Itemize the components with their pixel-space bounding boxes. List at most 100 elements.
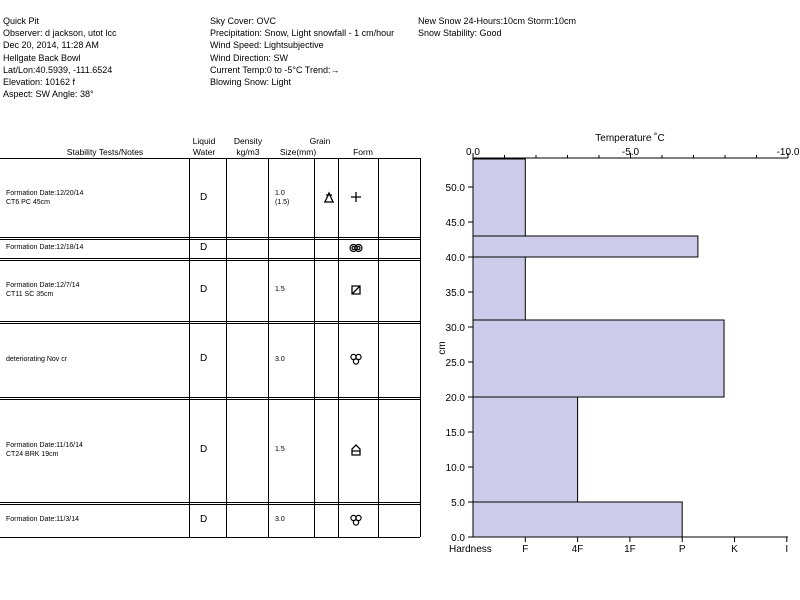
header-col-weather: Sky Cover: OVC Precipitation: Snow, Light… <box>210 15 400 88</box>
layer-notes: Formation Date:12/20/14 CT6 PC 45cm <box>6 189 83 207</box>
row-rule-double <box>0 504 420 505</box>
column-rule <box>338 158 339 537</box>
y-tick-label: 25.0 <box>446 358 466 369</box>
layer-liquid-water: D <box>200 241 208 253</box>
header-line: Sky Cover: OVC <box>210 16 277 26</box>
hardness-tick-label: 1F <box>624 544 636 555</box>
layer-grain-size-value: 1.5 <box>275 446 285 453</box>
layer-grain-size-value: (1.5) <box>275 198 290 206</box>
y-axis-label: cm <box>437 341 448 354</box>
layer-liquid-water: D <box>200 353 208 364</box>
header-line: Hellgate Back Bowl <box>3 52 81 63</box>
y-tick-label: 0.0 <box>451 533 465 544</box>
header-line: Aspect: SW Angle: 38° <box>3 89 94 100</box>
rounded-grains-icon <box>349 243 363 252</box>
header-water-label: Water <box>192 147 216 157</box>
y-tick-label: 35.0 <box>446 288 466 299</box>
header-line: Elevation: 10162 f <box>3 77 76 88</box>
hardness-bar <box>472 158 526 237</box>
header-line: New Snow 24-Hours:10cm Storm:10cm <box>418 16 577 26</box>
row-rule-double <box>0 260 420 261</box>
layer-note-line: Formation Date:12/20/14 <box>6 189 84 197</box>
y-tick-label: 45.0 <box>446 218 466 229</box>
layer-grain-size-value: 1.0 <box>275 189 285 197</box>
row-rule-double <box>0 399 420 400</box>
header-form: Form <box>353 147 373 157</box>
layer-grain-size-value: 1.5 <box>275 286 285 293</box>
header-stability-notes: Stability Tests/Notes <box>66 147 144 157</box>
layer-grain-size: 1.5 <box>275 285 285 294</box>
header-line: Wind Direction: SW <box>210 52 289 63</box>
header-line: Lat/Lon:40.5939, -111.6524 <box>3 64 113 75</box>
header-line: Current Temp:0 to -5°C Trend:→ <box>210 64 340 75</box>
header-line: Wind Speed: Lightsubjective <box>210 40 324 51</box>
layer-notes: deteriorating Nov cr <box>6 355 67 364</box>
hardness-tick-label: F <box>522 544 528 555</box>
layer-note-line: CT6 PC 45cm <box>6 198 50 206</box>
header-line: Snow Stability: Good <box>418 28 502 39</box>
y-tick-label: 30.0 <box>446 323 466 334</box>
layer-grain-size-value: 3.0 <box>275 355 285 363</box>
y-tick-label: 50.0 <box>446 183 466 194</box>
header-density-units: kg/m3 <box>236 147 260 157</box>
header-liquid-water: Liquid Water <box>186 136 222 158</box>
row-rule <box>0 502 420 503</box>
layer-note-line: Formation Date:12/7/14 <box>6 281 80 289</box>
temp-tick-label: 0.0 <box>466 147 480 158</box>
layer-note-line: CT24 BRK 19cm <box>6 450 59 458</box>
hardness-bar <box>472 396 579 503</box>
layer-liquid-water: D <box>200 443 208 455</box>
depth-hoar-icon <box>351 443 361 456</box>
precip-particles-icon <box>324 190 334 203</box>
column-rule <box>314 158 315 537</box>
layer-note-line: Formation Date:12/18/14 <box>6 244 84 251</box>
row-rule <box>0 397 420 398</box>
row-rule <box>0 321 420 322</box>
layer-grain-size: 3.0 <box>275 355 285 364</box>
header-liquid-label: Liquid <box>192 136 216 146</box>
hardness-bar <box>472 501 683 538</box>
header-density: Density kg/m3 <box>228 136 268 158</box>
faceted-crystals-icon <box>351 284 361 295</box>
header-col-snow: New Snow 24-Hours:10cm Storm:10cm Snow St… <box>418 15 576 39</box>
header-density-label: Density <box>233 136 263 146</box>
hardness-bar <box>472 319 725 398</box>
layer-grain-size-value: 3.0 <box>275 516 285 523</box>
header-size: Size(mm) <box>279 147 317 157</box>
row-rule-double <box>0 239 420 240</box>
layer-liquid-water: D <box>200 513 208 525</box>
table-right-rule <box>420 158 421 537</box>
layer-notes: Formation Date:11/3/14 <box>6 515 79 524</box>
y-tick-label: 10.0 <box>446 463 466 474</box>
hardness-tick-label: I <box>785 544 788 555</box>
layer-liquid-water: D <box>200 191 208 203</box>
column-rule <box>189 158 190 537</box>
y-tick-label: 20.0 <box>446 393 466 404</box>
layer-grain-size: 1.5 <box>275 445 285 454</box>
temp-tick-label: -10.0 <box>777 147 800 158</box>
layer-note-line: Formation Date:11/16/14 <box>6 441 83 449</box>
hardness-axis-label: Hardness <box>449 544 492 555</box>
y-tick-label: 40.0 <box>446 253 466 264</box>
y-tick-label: 5.0 <box>451 498 465 509</box>
layer-note-line: Formation Date:11/3/14 <box>6 516 80 523</box>
hardness-tick-label: P <box>679 544 686 555</box>
row-rule <box>0 258 420 259</box>
row-rule <box>0 537 420 538</box>
layer-notes: Formation Date:12/7/14 CT11 SC 35cm <box>6 281 80 299</box>
hardness-tick-label: K <box>731 544 738 555</box>
melt-forms-icon <box>350 514 362 526</box>
table-top-rule <box>0 158 420 159</box>
header-line: Observer: d jackson, utot lcc <box>3 28 117 39</box>
precip-plus-icon <box>351 191 361 202</box>
hardness-tick-label: 4F <box>572 544 584 555</box>
row-rule-double <box>0 323 420 324</box>
column-rule <box>226 158 227 537</box>
row-rule <box>0 237 420 238</box>
header-line: Dec 20, 2014, 11:28 AM <box>3 40 99 51</box>
header-grain: Grain <box>309 136 331 146</box>
temp-axis-title: Temperature ˚C <box>595 132 664 144</box>
hardness-bar <box>472 256 526 321</box>
temp-tick-label: -5.0 <box>622 147 640 158</box>
